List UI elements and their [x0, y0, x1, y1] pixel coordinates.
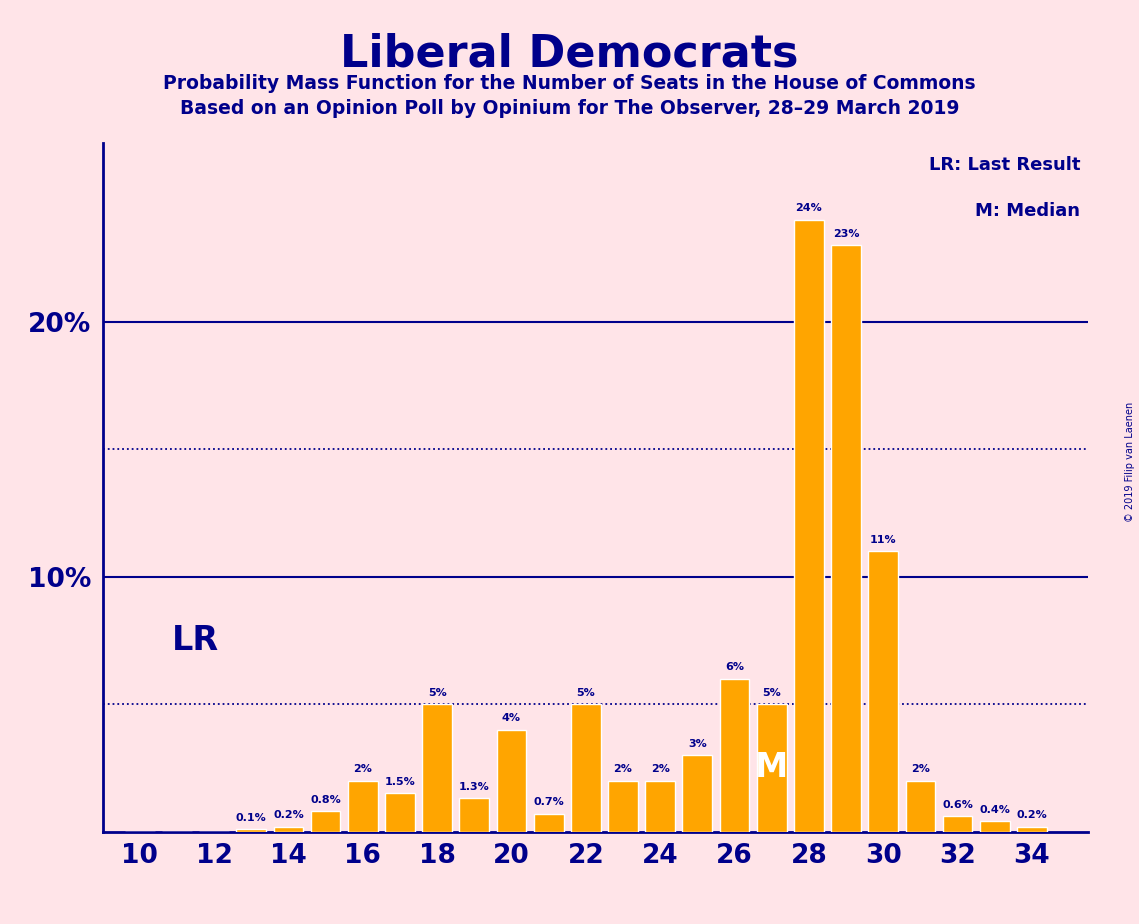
Text: 5%: 5%	[762, 687, 781, 698]
Bar	[459, 798, 489, 832]
Bar	[497, 730, 526, 832]
Bar	[980, 821, 1009, 832]
Text: M: M	[755, 751, 788, 784]
Text: Liberal Democrats: Liberal Democrats	[341, 32, 798, 76]
Text: 4%: 4%	[502, 713, 521, 723]
Text: M: Median: M: Median	[975, 201, 1080, 220]
Text: Based on an Opinion Poll by Opinium for The Observer, 28–29 March 2019: Based on an Opinion Poll by Opinium for …	[180, 99, 959, 118]
Text: 0.2%: 0.2%	[1017, 810, 1048, 821]
Bar	[682, 755, 712, 832]
Bar	[571, 704, 600, 832]
Bar	[385, 794, 415, 832]
Bar	[608, 781, 638, 832]
Text: 0.7%: 0.7%	[533, 797, 564, 808]
Text: 6%: 6%	[726, 663, 744, 673]
Bar	[273, 826, 303, 832]
Text: 1.5%: 1.5%	[385, 777, 416, 787]
Bar	[831, 245, 861, 832]
Text: © 2019 Filip van Laenen: © 2019 Filip van Laenen	[1125, 402, 1134, 522]
Bar	[906, 781, 935, 832]
Text: 0.1%: 0.1%	[236, 813, 267, 822]
Text: 2%: 2%	[614, 764, 632, 774]
Text: 1.3%: 1.3%	[459, 782, 490, 792]
Bar	[423, 704, 452, 832]
Text: 0.2%: 0.2%	[273, 810, 304, 821]
Text: Probability Mass Function for the Number of Seats in the House of Commons: Probability Mass Function for the Number…	[163, 74, 976, 93]
Text: 2%: 2%	[911, 764, 929, 774]
Bar	[756, 704, 787, 832]
Bar	[311, 811, 341, 832]
Text: 0.4%: 0.4%	[980, 805, 1010, 815]
Text: 2%: 2%	[353, 764, 372, 774]
Bar	[794, 220, 823, 832]
Bar	[347, 781, 378, 832]
Bar	[237, 829, 267, 832]
Text: LR: LR	[172, 624, 219, 657]
Bar	[534, 814, 564, 832]
Text: 5%: 5%	[428, 687, 446, 698]
Text: LR: Last Result: LR: Last Result	[928, 156, 1080, 174]
Bar	[943, 816, 973, 832]
Bar	[646, 781, 675, 832]
Text: 2%: 2%	[650, 764, 670, 774]
Text: 11%: 11%	[870, 535, 896, 545]
Bar	[1017, 826, 1047, 832]
Text: 0.6%: 0.6%	[942, 800, 973, 810]
Bar	[720, 678, 749, 832]
Text: 3%: 3%	[688, 739, 706, 748]
Text: 0.8%: 0.8%	[310, 795, 341, 805]
Bar	[868, 551, 899, 832]
Text: 23%: 23%	[833, 229, 859, 238]
Text: 5%: 5%	[576, 687, 596, 698]
Text: 24%: 24%	[795, 203, 822, 213]
